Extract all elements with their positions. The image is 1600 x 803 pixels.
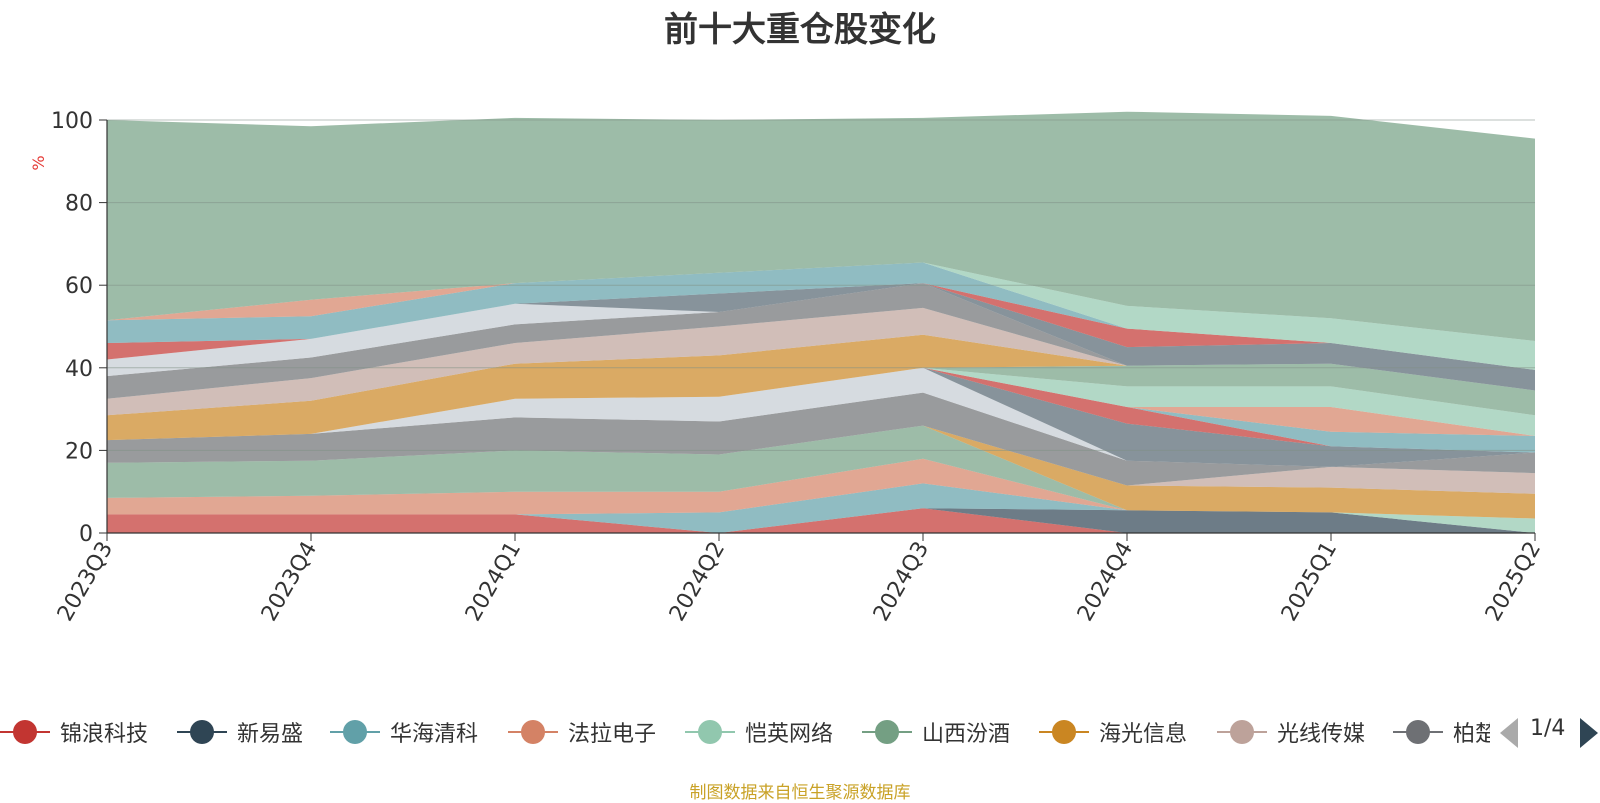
legend-marker-icon: [330, 718, 380, 746]
area-series-23: [107, 262, 1535, 370]
area-series-20: [107, 283, 1535, 391]
area-series-3: [107, 483, 1535, 533]
legend-item[interactable]: 法拉电子: [508, 712, 656, 752]
area-series-6: [107, 425, 1535, 519]
legend-label: 光线传媒: [1277, 722, 1366, 747]
area-series-25: [107, 262, 1535, 341]
legend-marker-icon: [508, 718, 558, 746]
legend-label: 华海清科: [390, 722, 479, 747]
area-series-11: [107, 367, 1535, 467]
area-series-2: [107, 508, 1535, 533]
area-series-18: [107, 307, 1535, 416]
legend-label: 恺英网络: [745, 722, 834, 747]
legend-item[interactable]: 柏楚电子: [1393, 712, 1490, 752]
y-axis-label: %: [29, 155, 48, 170]
y-tick-label: 60: [65, 274, 93, 299]
legend-label: 法拉电子: [568, 722, 657, 747]
area-series-10: [107, 367, 1535, 467]
y-tick-label: 80: [65, 192, 93, 217]
area-series-26: [107, 111, 1535, 341]
legend-marker-icon: [685, 718, 735, 746]
legend-marker-icon: [1217, 718, 1267, 746]
area-series-13: [107, 367, 1535, 453]
legend-marker-icon: [0, 718, 50, 746]
legend-label: 柏楚电子: [1453, 722, 1490, 747]
legend-item[interactable]: 恺英网络: [685, 712, 833, 752]
area-layers: [107, 111, 1535, 533]
area-series-8: [107, 425, 1535, 494]
legend-item[interactable]: 华海清科: [330, 712, 478, 752]
legend-pager: 1/4: [1500, 716, 1600, 754]
legend-item[interactable]: 锦浪科技: [0, 712, 148, 752]
legend-marker-icon: [862, 718, 912, 746]
legend-item[interactable]: 光线传媒: [1217, 712, 1365, 752]
x-tick-label: 2023Q3: [53, 538, 118, 626]
area-series-21: [107, 283, 1535, 391]
legend-label: 新易盛: [237, 722, 304, 747]
area-series-24: [107, 262, 1535, 370]
legend-marker-icon: [1039, 718, 1089, 746]
legend: 锦浪科技 新易盛 华海清科 法拉电子 恺英网络 山西汾酒 海光信息 光线传媒 柏楚电子: [0, 712, 1490, 752]
y-tick-label: 20: [65, 439, 93, 464]
area-series-16: [107, 363, 1535, 441]
x-tick-label: 2024Q4: [1073, 538, 1138, 626]
legend-prev-page-icon[interactable]: [1500, 718, 1518, 748]
area-series-17: [107, 334, 1535, 441]
x-tick-label: 2025Q2: [1481, 538, 1546, 626]
x-tick-label: 2025Q1: [1277, 538, 1342, 626]
x-tick-label: 2023Q4: [257, 538, 322, 626]
legend-marker-icon: [1393, 718, 1443, 746]
legend-item[interactable]: 海光信息: [1039, 712, 1187, 752]
legend-marker-icon: [177, 718, 227, 746]
source-note: 制图数据来自恒生聚源数据库: [689, 783, 911, 803]
area-series-14: [107, 367, 1535, 441]
x-tick-label: 2024Q3: [869, 538, 934, 626]
legend-page-indicator: 1/4: [1530, 716, 1566, 741]
area-series-15: [107, 367, 1535, 441]
legend-label: 山西汾酒: [922, 722, 1011, 747]
x-tick-label: 2024Q1: [461, 538, 526, 626]
legend-item[interactable]: 新易盛: [177, 712, 303, 752]
area-series-4: [107, 458, 1535, 533]
y-tick-label: 100: [51, 109, 93, 134]
legend-label: 锦浪科技: [60, 722, 149, 747]
chart-title: 前十大重仓股变化: [664, 10, 936, 50]
x-tick-label: 2024Q2: [665, 538, 730, 626]
legend-label: 海光信息: [1099, 722, 1188, 747]
area-series-9: [107, 392, 1535, 486]
legend-next-page-icon[interactable]: [1580, 718, 1598, 748]
area-series-19: [107, 283, 1535, 399]
y-tick-label: 0: [79, 522, 93, 547]
area-series-7: [107, 425, 1535, 519]
legend-item[interactable]: 山西汾酒: [862, 712, 1010, 752]
y-tick-label: 40: [65, 357, 93, 382]
